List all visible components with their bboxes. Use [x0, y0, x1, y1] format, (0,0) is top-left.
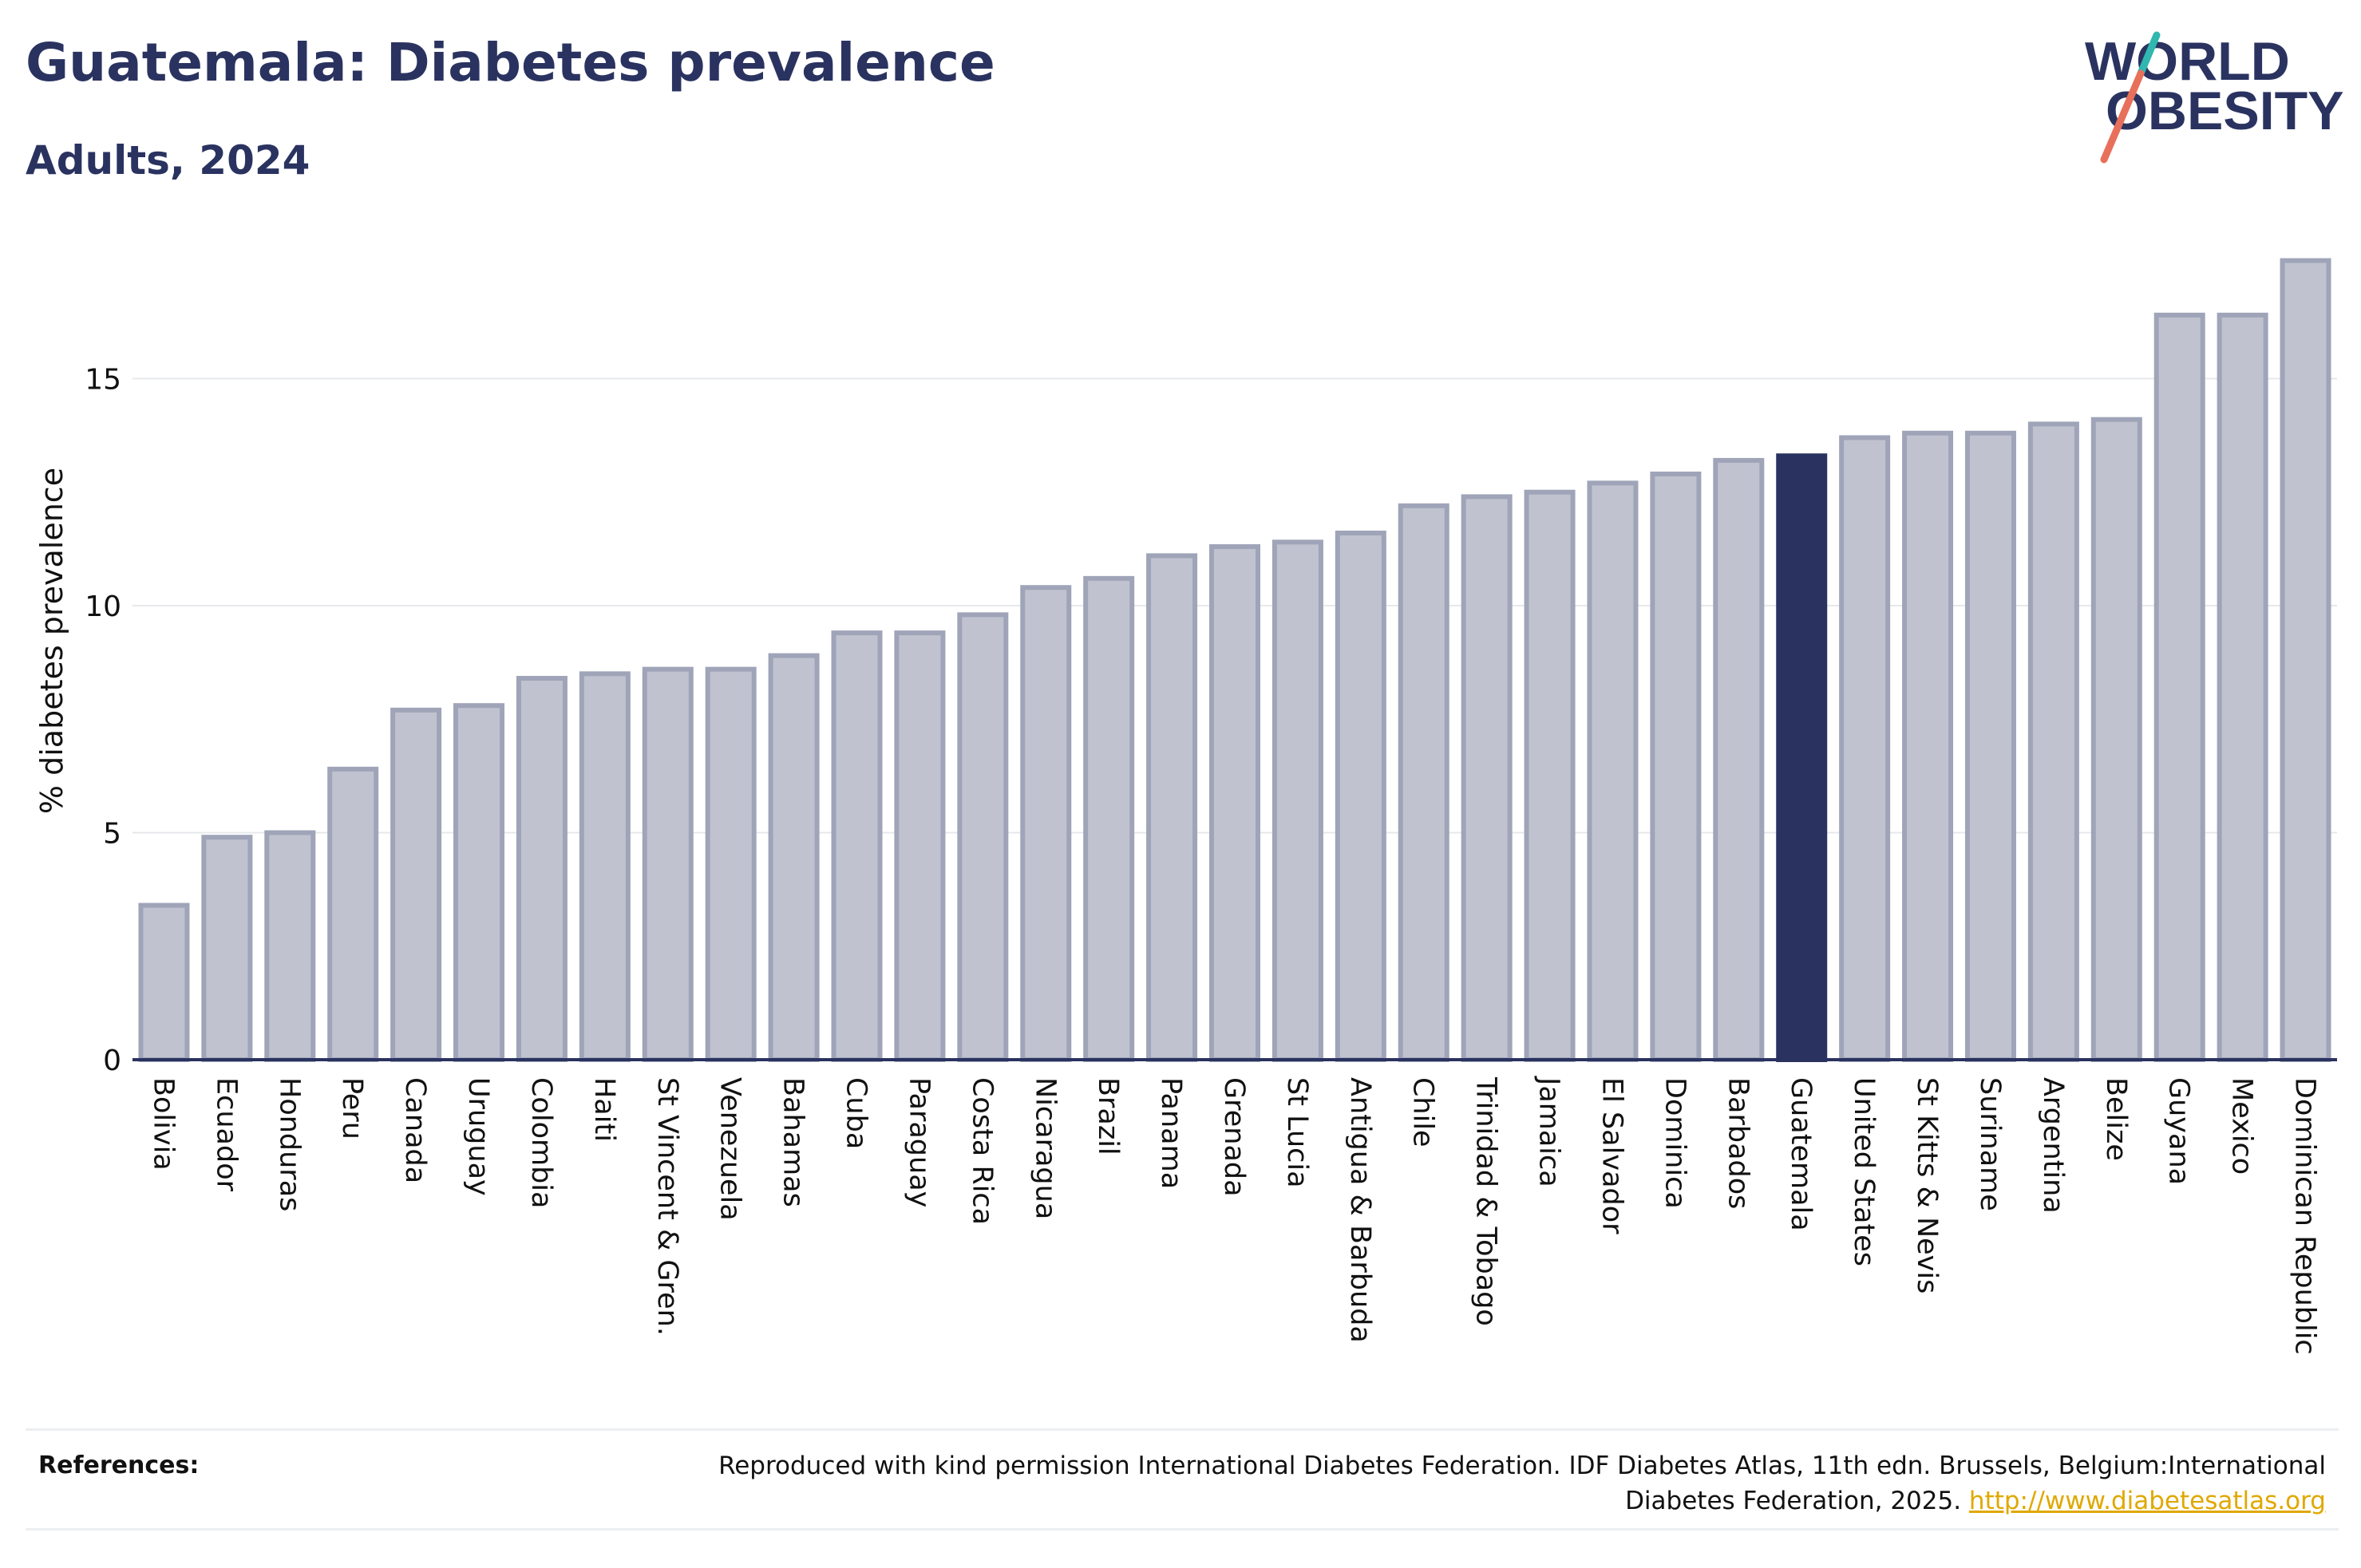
- bar: [1083, 575, 1135, 1062]
- bar: [1713, 457, 1765, 1062]
- x-tick-label: Suriname: [1974, 1077, 2006, 1211]
- bar: [2217, 312, 2268, 1062]
- bar: [1209, 544, 1260, 1062]
- x-tick-label: Guatemala: [1785, 1077, 1817, 1231]
- bar: [1964, 430, 2016, 1062]
- bar: [1524, 489, 1576, 1062]
- x-tick-label: Jamaica: [1533, 1076, 1565, 1187]
- bar: [894, 630, 946, 1062]
- y-axis-label: % diabetes prevalence: [34, 468, 69, 814]
- x-tick-label: Belize: [2100, 1077, 2132, 1161]
- x-tick-label: Ecuador: [210, 1077, 242, 1192]
- bar: [1398, 503, 1449, 1062]
- x-tick-label: Cuba: [840, 1077, 872, 1149]
- bar: [264, 830, 316, 1062]
- y-tick-labels: 0 5 10 15: [85, 364, 121, 1078]
- y-tick-label: 0: [103, 1045, 121, 1077]
- x-tick-label: Honduras: [273, 1077, 305, 1211]
- x-tick-label: El Salvador: [1596, 1077, 1627, 1234]
- logo-slash-coral: [2100, 69, 2145, 164]
- bar: [1335, 530, 1386, 1062]
- bar: [1839, 435, 1891, 1062]
- x-tick-label: Barbados: [1722, 1077, 1754, 1209]
- x-tick-label: Costa Rica: [966, 1077, 998, 1225]
- x-tick-label: Colombia: [525, 1077, 557, 1208]
- bar: [705, 666, 757, 1062]
- x-tick-label: Bolivia: [147, 1077, 179, 1171]
- bar: [1020, 585, 1072, 1062]
- references-text: Reproduced with kind permission Internat…: [650, 1448, 2326, 1519]
- world-obesity-logo: WORLD OBESITY: [2085, 31, 2344, 164]
- x-tick-label: St Kitts & Nevis: [1911, 1077, 1943, 1294]
- bar: [831, 630, 883, 1062]
- y-tick-label: 5: [103, 818, 121, 851]
- x-tick-label: St Lucia: [1281, 1077, 1313, 1188]
- x-tick-label: Brazil: [1092, 1077, 1124, 1155]
- x-tick-label: Argentina: [2037, 1077, 2069, 1214]
- x-tick-label: St Vincent & Gren.: [651, 1077, 683, 1336]
- chart-title: Guatemala: Diabetes prevalence: [26, 32, 995, 93]
- bar: [453, 703, 505, 1062]
- bar: [1271, 539, 1323, 1062]
- x-tick-label: Guyana: [2163, 1077, 2195, 1185]
- x-tick-label: Trinidad & Tobago: [1470, 1076, 1502, 1326]
- x-tick-label: Nicaragua: [1029, 1077, 1061, 1219]
- bar: [2280, 258, 2331, 1062]
- x-tick-label: Canada: [399, 1077, 431, 1183]
- x-tick-label: Chile: [1407, 1077, 1439, 1147]
- bars: [138, 258, 2331, 1063]
- chart-subtitle: Adults, 2024: [26, 137, 310, 184]
- bar: [579, 671, 631, 1062]
- x-tick-label: Uruguay: [462, 1077, 494, 1196]
- references-citation: Reproduced with kind permission Internat…: [718, 1451, 2326, 1515]
- logo-word-world: WORLD: [2085, 31, 2290, 92]
- bar-chart: 0 5 10 15 Bolivia Ecuador Honduras Peru Canada U…: [34, 258, 2337, 1355]
- bar: [1587, 480, 1639, 1062]
- x-tick-label: Peru: [336, 1077, 368, 1139]
- references-panel: References: Reproduced with kind permiss…: [26, 1428, 2339, 1530]
- x-tick-label: United States: [1848, 1077, 1880, 1266]
- references-link[interactable]: http://www.diabetesatlas.org: [1968, 1487, 2326, 1515]
- bar: [390, 707, 442, 1062]
- x-tick-label: Venezuela: [714, 1077, 746, 1221]
- x-tick-label: Dominican Republic: [2289, 1077, 2321, 1355]
- x-tick-labels: Bolivia Ecuador Honduras Peru Canada Uruguay C…: [147, 1076, 2320, 1355]
- x-tick-label: Bahamas: [777, 1077, 809, 1207]
- bar: [138, 902, 190, 1063]
- bar: [2153, 312, 2205, 1062]
- logo-slash-teal: [2137, 31, 2161, 77]
- bar: [201, 835, 253, 1062]
- x-tick-label: Panama: [1155, 1077, 1187, 1189]
- bar: [957, 612, 1009, 1062]
- bar: [516, 676, 568, 1062]
- logo-word-obesity: OBESITY: [2106, 81, 2344, 141]
- x-tick-label: Dominica: [1659, 1077, 1691, 1209]
- bar: [768, 653, 820, 1063]
- x-tick-label: Paraguay: [903, 1077, 935, 1207]
- bar: [1776, 453, 1828, 1062]
- x-tick-label: Mexico: [2226, 1077, 2258, 1175]
- x-tick-label: Antigua & Barbuda: [1344, 1077, 1376, 1343]
- bar: [1146, 553, 1198, 1062]
- y-tick-label: 10: [85, 590, 121, 623]
- y-tick-label: 15: [85, 364, 121, 397]
- bar: [1461, 494, 1513, 1062]
- bar: [2027, 421, 2079, 1062]
- bar: [642, 666, 694, 1062]
- bar: [2090, 417, 2142, 1062]
- references-label: References:: [38, 1451, 200, 1479]
- bar: [327, 766, 379, 1063]
- x-tick-label: Haiti: [588, 1077, 620, 1142]
- x-tick-label: Grenada: [1218, 1077, 1250, 1197]
- bar: [1650, 471, 1702, 1062]
- bar: [1902, 430, 1954, 1062]
